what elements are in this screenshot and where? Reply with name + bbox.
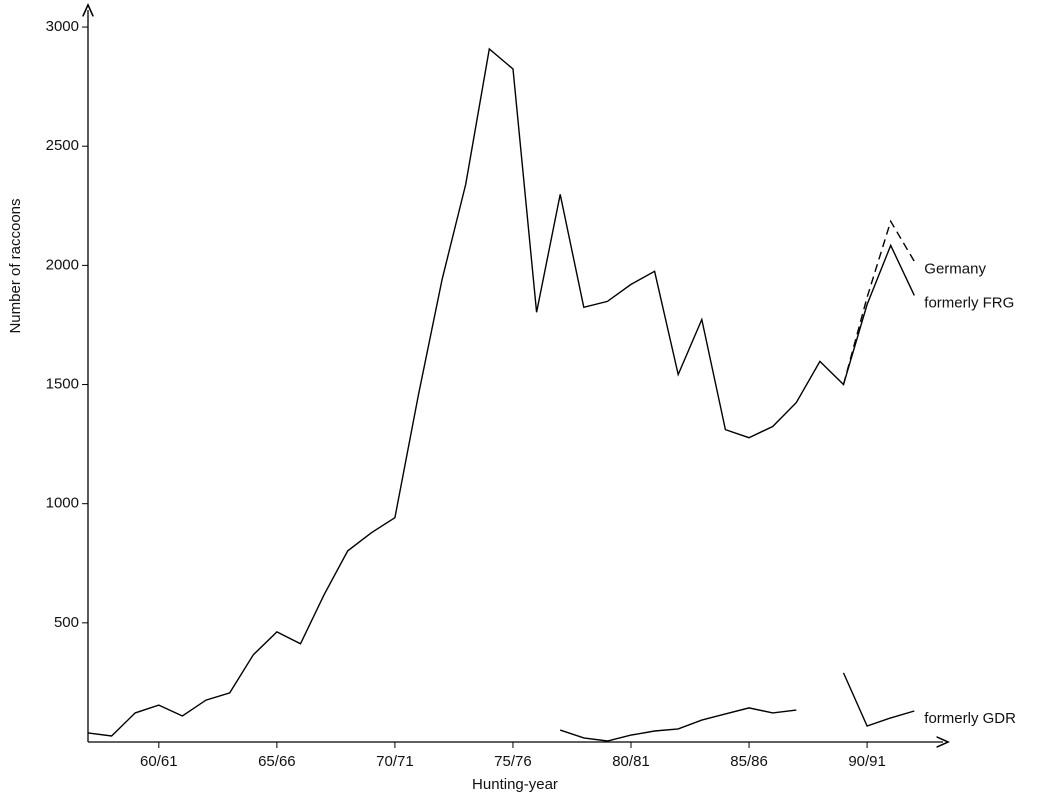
chart: Number of raccoons Hunting-year 500 1000 1… bbox=[0, 0, 1050, 800]
y-tick-label: 1500 bbox=[46, 376, 79, 393]
series-line bbox=[560, 673, 914, 741]
y-axis-label: Number of raccoons bbox=[7, 198, 24, 333]
series-label: Germany bbox=[924, 260, 986, 277]
series-label: formerly FRG bbox=[924, 294, 1014, 311]
x-tick-label: 80/81 bbox=[612, 753, 650, 770]
x-tick-label: 90/91 bbox=[848, 753, 886, 770]
x-tick-label: 75/76 bbox=[494, 753, 532, 770]
series-line bbox=[844, 221, 915, 384]
x-tick-label: 85/86 bbox=[730, 753, 768, 770]
y-tick-label: 3000 bbox=[46, 18, 79, 35]
y-tick-label: 2000 bbox=[46, 256, 79, 273]
series-line bbox=[88, 49, 914, 736]
x-tick-label: 65/66 bbox=[258, 753, 296, 770]
y-tick-label: 2500 bbox=[46, 137, 79, 154]
x-tick-label: 60/61 bbox=[140, 753, 178, 770]
series-label: formerly GDR bbox=[924, 710, 1016, 727]
page: Number of raccoons Hunting-year 500 1000 1… bbox=[0, 0, 1050, 805]
x-tick-label: 70/71 bbox=[376, 753, 414, 770]
x-axis-label: Hunting-year bbox=[472, 776, 558, 793]
y-tick-label: 1000 bbox=[46, 495, 79, 512]
y-tick-label: 500 bbox=[54, 614, 79, 631]
